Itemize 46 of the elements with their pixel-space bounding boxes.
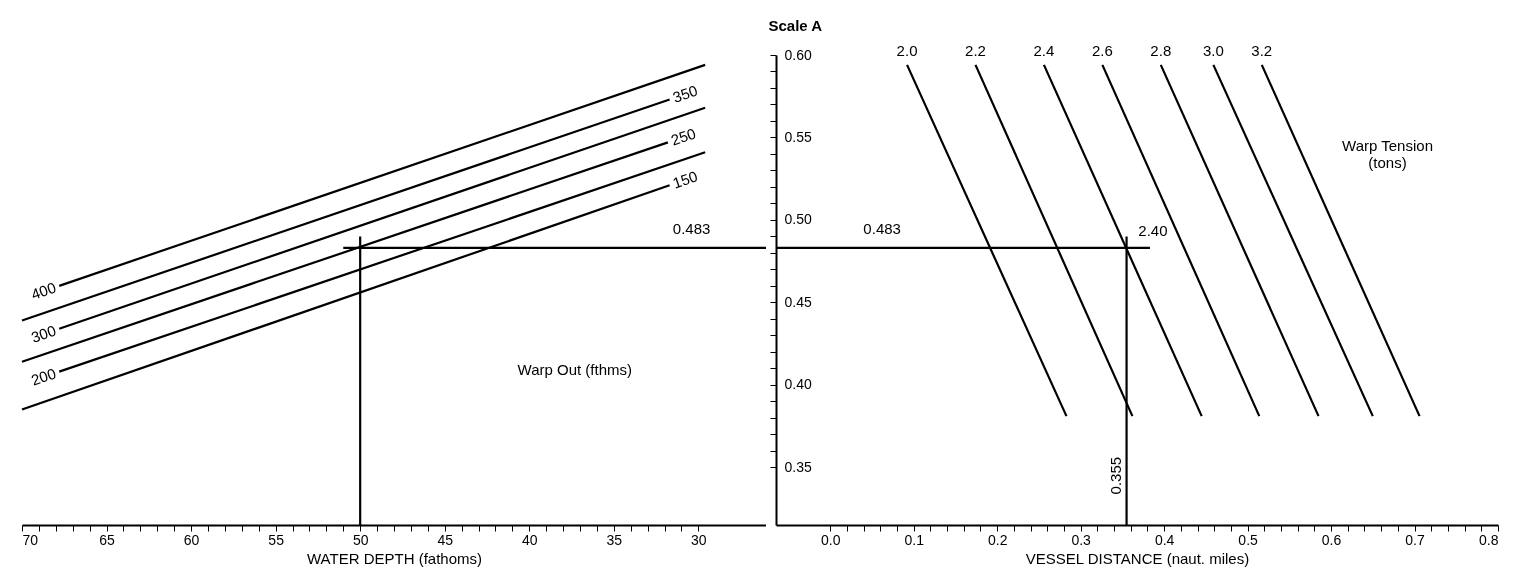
series-label: 2.4 xyxy=(1033,41,1055,59)
x-tick-label: 0.2 xyxy=(987,531,1008,548)
y-axis-title: Scale A xyxy=(768,16,823,34)
series-label: 2.8 xyxy=(1150,41,1172,59)
series-label: 2.0 xyxy=(896,41,918,59)
annotation: 2.40 xyxy=(1138,222,1168,240)
text: 400 xyxy=(28,278,59,303)
x-tick-label: 50 xyxy=(352,531,369,548)
x-tick-label: 40 xyxy=(521,531,538,548)
x-tick-label: 65 xyxy=(99,531,116,548)
annotation: Warp Out (fthms) xyxy=(517,360,633,378)
x-axis-title: VESSEL DISTANCE (naut. miles) xyxy=(1025,549,1250,567)
text: 200 xyxy=(28,364,59,389)
text: 150 xyxy=(670,167,700,192)
y-tick-label: 0.40 xyxy=(784,376,812,393)
y-tick-label: 0.60 xyxy=(784,46,812,63)
x-tick-label: 0.4 xyxy=(1154,531,1175,548)
series-label: 2.6 xyxy=(1091,41,1113,59)
text: 350 xyxy=(670,81,700,106)
x-axis-title: WATER DEPTH (fathoms) xyxy=(306,549,483,567)
x-tick-label: 35 xyxy=(606,531,623,548)
x-tick-label: 0.7 xyxy=(1405,531,1425,548)
x-tick-label: 0.3 xyxy=(1071,531,1092,548)
x-tick-label: 0.1 xyxy=(904,531,925,548)
x-tick-label: 0.6 xyxy=(1321,531,1342,548)
annotation: 0.483 xyxy=(672,219,711,237)
x-tick-label: 0.0 xyxy=(821,531,841,548)
x-tick-label: 55 xyxy=(268,531,285,548)
y-tick-label: 0.45 xyxy=(784,293,812,310)
x-tick-label: 70 xyxy=(22,531,39,548)
x-tick-label: 0.5 xyxy=(1238,531,1259,548)
y-tick-label: 0.55 xyxy=(784,128,812,145)
y-tick-label: 0.35 xyxy=(784,458,812,475)
x-tick-label: 60 xyxy=(183,531,200,548)
annotation: 0.483 xyxy=(863,219,901,237)
annotation: 0.355 xyxy=(1107,456,1125,495)
annotation: Warp Tension (tons) xyxy=(1342,136,1433,171)
text: 300 xyxy=(28,321,59,346)
x-tick-label: 30 xyxy=(691,531,707,548)
x-tick-label: 0.8 xyxy=(1479,531,1499,548)
x-tick-label: 45 xyxy=(437,531,454,548)
series-label: 3.0 xyxy=(1202,41,1224,59)
series-label: 2.2 xyxy=(965,41,986,59)
series-label: 3.2 xyxy=(1251,41,1273,59)
y-tick-label: 0.50 xyxy=(784,211,812,228)
text: 250 xyxy=(668,124,698,149)
